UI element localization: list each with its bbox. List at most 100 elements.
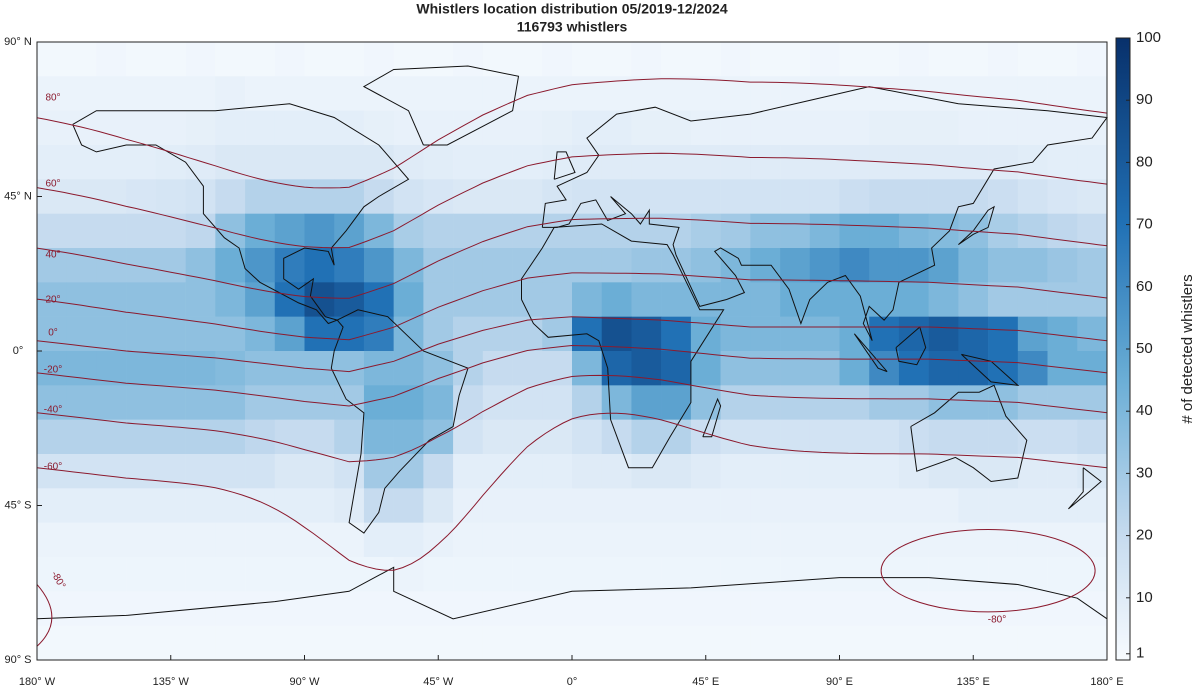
cell <box>304 488 335 523</box>
cell <box>423 591 454 626</box>
cell <box>631 557 662 592</box>
cell <box>928 385 959 420</box>
cell <box>274 522 305 558</box>
cell <box>631 248 662 283</box>
cell <box>631 145 662 180</box>
contour-line <box>36 374 1108 463</box>
cell <box>37 42 68 77</box>
cell <box>572 42 603 77</box>
cell <box>393 419 424 455</box>
cell <box>423 385 454 420</box>
cell <box>215 557 246 592</box>
cell <box>720 557 751 592</box>
cell <box>334 625 365 661</box>
cell <box>542 282 573 317</box>
cell <box>1017 213 1048 249</box>
cell <box>988 42 1019 77</box>
cell <box>631 522 662 558</box>
cell <box>215 145 246 180</box>
cell <box>601 42 632 77</box>
cell <box>780 454 811 489</box>
cell <box>453 557 484 592</box>
cell <box>215 488 246 523</box>
cell <box>96 179 127 214</box>
cell <box>809 248 840 283</box>
cell <box>512 557 543 592</box>
cell <box>66 557 97 592</box>
cell <box>661 488 692 523</box>
cell <box>720 110 751 146</box>
cell <box>572 110 603 146</box>
cell <box>155 522 186 558</box>
cell <box>869 591 900 626</box>
cell <box>126 248 157 283</box>
cell <box>155 385 186 420</box>
cell <box>928 625 959 661</box>
cell <box>869 316 900 352</box>
cell <box>245 557 276 592</box>
cell <box>363 145 394 180</box>
cell <box>601 145 632 180</box>
cell <box>631 385 662 420</box>
cell <box>1047 385 1078 420</box>
y-tick-label: 45° S <box>4 499 31 511</box>
contour-line <box>36 78 1108 189</box>
cell <box>869 385 900 420</box>
x-tick-label: 90° E <box>826 676 853 688</box>
cell <box>215 42 246 77</box>
cell <box>869 557 900 592</box>
cell <box>720 42 751 77</box>
cell <box>393 248 424 283</box>
cell <box>988 557 1019 592</box>
cell <box>304 316 335 352</box>
cell <box>542 625 573 661</box>
cell <box>185 557 216 592</box>
cell <box>393 351 424 386</box>
cell <box>750 351 781 386</box>
cell <box>512 42 543 77</box>
cell <box>542 213 573 249</box>
cell <box>839 454 870 489</box>
coastline <box>961 353 1020 386</box>
cell <box>393 591 424 626</box>
cell <box>869 213 900 249</box>
cell <box>274 76 305 111</box>
cell <box>66 42 97 77</box>
cell <box>37 248 68 283</box>
cell <box>334 454 365 489</box>
cell <box>898 351 929 386</box>
cell <box>334 42 365 77</box>
cell <box>780 522 811 558</box>
cell <box>631 110 662 146</box>
cell <box>750 76 781 111</box>
cell <box>155 625 186 661</box>
cell <box>631 179 662 214</box>
cell <box>423 76 454 111</box>
cell <box>1077 488 1108 523</box>
cell <box>661 522 692 558</box>
colorbar-tick-label: 80 <box>1136 153 1153 170</box>
cell <box>245 316 276 352</box>
cell <box>839 76 870 111</box>
cell <box>96 488 127 523</box>
cell <box>750 625 781 661</box>
cell <box>482 625 513 661</box>
cell <box>1077 419 1108 455</box>
cell <box>542 351 573 386</box>
cell <box>750 213 781 249</box>
cell <box>155 316 186 352</box>
cell <box>542 248 573 283</box>
cell <box>572 488 603 523</box>
cell <box>869 76 900 111</box>
cell <box>809 145 840 180</box>
coastline <box>36 566 1108 620</box>
cell <box>988 248 1019 283</box>
cell <box>869 625 900 661</box>
colorbar-tick-label: 50 <box>1136 340 1153 357</box>
colorbar-tick-label: 90 <box>1136 91 1153 108</box>
cell <box>839 557 870 592</box>
cell <box>126 591 157 626</box>
cell <box>274 419 305 455</box>
cell <box>958 488 989 523</box>
cell <box>245 522 276 558</box>
